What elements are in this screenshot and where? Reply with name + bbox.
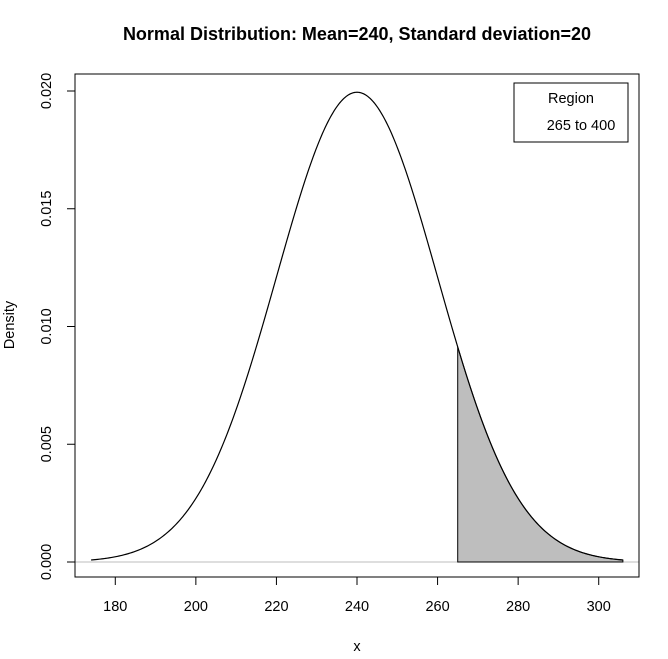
y-tick-label: 0.000 — [39, 544, 55, 580]
x-tick-label: 240 — [345, 599, 369, 615]
legend-box — [513, 82, 629, 143]
plot-area — [75, 91, 639, 563]
x-tick-label: 280 — [506, 599, 530, 615]
y-tick-label: 0.005 — [39, 426, 55, 462]
x-tick-label: 200 — [184, 599, 208, 615]
density-curve — [91, 91, 623, 561]
x-tick-label: 260 — [425, 599, 449, 615]
chart-title: Normal Distribution: Mean=240, Standard … — [123, 24, 591, 44]
y-axis: 0.000 0.005 0.010 0.015 0.020 — [39, 73, 75, 580]
y-tick-label: 0.015 — [39, 191, 55, 227]
x-tick-label: 300 — [587, 599, 611, 615]
legend: Region 265 to 400 — [513, 82, 629, 143]
x-axis-label: x — [353, 639, 361, 655]
y-axis-label: Density — [2, 300, 18, 349]
x-axis: 180 200 220 240 260 280 300 — [103, 577, 611, 615]
legend-entry: 265 to 400 — [547, 118, 616, 134]
y-tick-label: 0.020 — [39, 73, 55, 109]
y-tick-label: 0.010 — [39, 308, 55, 344]
plot-frame — [74, 73, 640, 578]
shaded-region — [457, 346, 624, 563]
legend-title: Region — [548, 91, 594, 107]
x-tick-label: 220 — [264, 599, 288, 615]
x-tick-label: 180 — [103, 599, 127, 615]
